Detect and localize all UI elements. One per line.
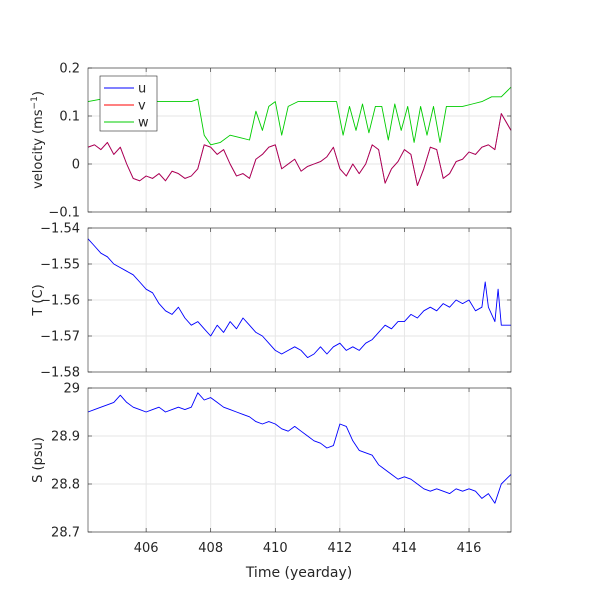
y-tick-label: 0 [72,158,80,173]
x-tick-label: 408 [198,541,223,556]
y-tick-label: 28.9 [51,430,80,445]
series-line-panel1 [87,238,511,359]
y-tick-label: −1.54 [40,222,80,237]
axes-box [87,67,512,213]
y-tick-label: 28.7 [51,526,80,541]
x-tick-label: 410 [263,541,288,556]
legend-label-v: v [138,99,146,114]
series-line-panel2 [87,392,512,504]
y-tick-label: 29 [63,382,80,397]
y-axis-label: velocity (ms−1) [30,91,46,189]
y-tick-label: 0.2 [59,62,80,77]
x-tick-label: 406 [134,541,159,556]
y-axis-label: T (C) [31,284,46,316]
y-axis-label: S (psu) [31,437,46,483]
y-tick-label: 28.8 [51,478,80,493]
y-tick-label: −1.57 [40,330,80,345]
salinity-panel: 28.7 28.8 28.9 29 406 408 410 412 414 416 S (psu) [31,382,512,556]
y-tick-label: −1.56 [40,294,80,309]
y-tick-label: 0.1 [59,110,80,125]
legend: uvw [99,75,158,132]
legend-label-u: u [138,82,146,97]
series-line-v [87,113,512,187]
x-tick-label: 414 [392,541,417,556]
x-axis-label: Time (yearday) [245,565,352,581]
axes-box [87,387,512,533]
y-tick-label: −1.55 [40,258,80,273]
velocity-panel: −0.1 0 0.1 0.2 velocity (ms−1) uvw [30,62,512,221]
series-line-w [87,86,512,146]
temperature-panel: −1.58 −1.57 −1.56 −1.55 −1.54 T (C) [31,222,512,381]
legend-label-w: w [138,116,149,131]
x-tick-label: 412 [327,541,352,556]
y-tick-label: −1.58 [40,366,80,381]
x-tick-label: 416 [457,541,482,556]
y-tick-label: −0.1 [48,206,80,221]
